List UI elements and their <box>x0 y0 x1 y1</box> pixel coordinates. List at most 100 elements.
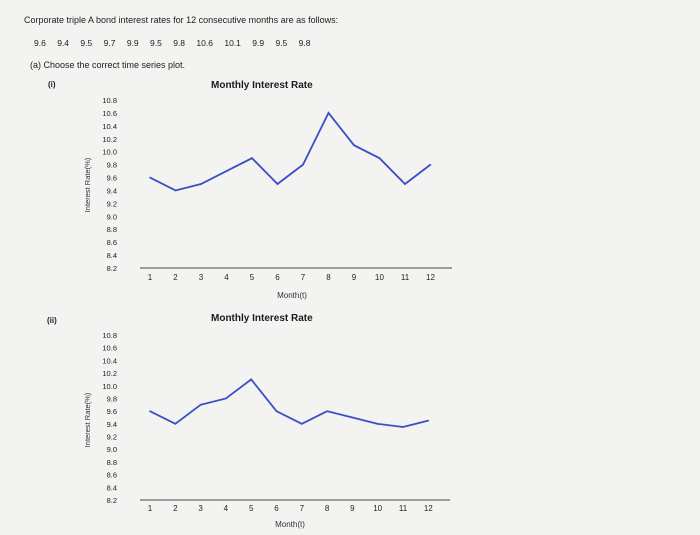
y-tick-label: 10.6 <box>102 109 117 118</box>
x-tick-label: 10 <box>373 504 382 513</box>
y-tick-label: 9.6 <box>107 174 117 183</box>
data-point <box>174 423 177 425</box>
data-point <box>199 404 202 406</box>
x-tick-label: 5 <box>249 504 254 513</box>
data-point <box>326 410 328 412</box>
y-tick-label: 10.0 <box>102 148 117 157</box>
data-point <box>376 423 379 425</box>
data-point <box>302 163 304 166</box>
data-value: 9.9 <box>252 38 265 48</box>
chart-1-title: Monthly Interest Rate <box>211 80 313 91</box>
data-value: 9.8 <box>173 38 186 48</box>
chart-1[interactable]: 10.8 10.6 10.4 10.2 10.0 9.8 9.6 9.4 9.2 9.0 8.8 8.… <box>83 96 452 300</box>
y-tick-label: 9.2 <box>107 433 117 442</box>
x-tick-label: 12 <box>424 504 433 513</box>
data-point <box>353 144 355 147</box>
y-tick-label: 9.0 <box>107 212 117 221</box>
y-tick-label: 8.6 <box>107 471 117 480</box>
data-value: 9.5 <box>150 38 162 48</box>
x-tick-label: 12 <box>426 273 435 282</box>
data-point <box>427 419 430 422</box>
y-tick-label: 9.0 <box>107 445 117 454</box>
x-axis-title: Month(t) <box>275 520 305 529</box>
x-tick-label: 5 <box>250 273 255 282</box>
data-point <box>174 189 177 192</box>
x-tick-label: 4 <box>224 504 229 513</box>
data-point <box>327 112 330 114</box>
x-tick-label: 4 <box>224 273 229 282</box>
y-tick-label: 10.8 <box>102 96 117 105</box>
x-tick-label: 3 <box>198 504 203 513</box>
x-tick-label: 7 <box>300 504 305 513</box>
data-point <box>149 410 151 412</box>
x-tick-label: 7 <box>301 273 306 282</box>
data-value: 9.6 <box>34 38 46 48</box>
data-value: 9.7 <box>103 38 116 48</box>
x-tick-label: 9 <box>350 504 355 513</box>
data-point <box>429 163 432 166</box>
x-tick-label: 3 <box>199 273 204 282</box>
y-tick-label: 8.6 <box>107 238 117 247</box>
data-point <box>276 183 279 185</box>
y-tick-label: 8.4 <box>107 483 117 492</box>
y-tick-label: 8.4 <box>107 251 117 260</box>
data-value: 9.5 <box>80 38 93 48</box>
data-point <box>225 170 228 172</box>
data-values: 9.6 9.4 9.5 9.7 9.9 9.5 9.8 10.6 10.1 9.… <box>34 38 318 48</box>
x-tick-label: 9 <box>352 273 357 282</box>
data-value: 10.6 <box>196 38 213 48</box>
y-tick-label: 9.8 <box>107 161 117 170</box>
y-tick-label: 10.4 <box>102 122 117 131</box>
y-tick-label: 10.0 <box>102 382 117 391</box>
x-tick-label: 8 <box>326 273 331 282</box>
x-tick-label: 8 <box>325 504 330 513</box>
x-tick-label: 6 <box>274 504 279 513</box>
data-point <box>404 183 406 185</box>
y-tick-label: 9.2 <box>107 199 117 208</box>
option-i-label[interactable]: (i) <box>48 80 56 89</box>
y-tick-label: 10.2 <box>102 369 117 378</box>
data-point <box>351 416 354 419</box>
y-tick-label: 10.2 <box>102 135 117 144</box>
data-point <box>301 423 303 425</box>
data-value: 9.9 <box>126 38 139 48</box>
x-tick-label: 1 <box>148 504 153 513</box>
x-tick-label: 6 <box>275 273 280 282</box>
y-axis-title: Interest Rate(%) <box>83 392 92 447</box>
question-text: Corporate triple A bond interest rates f… <box>24 15 339 25</box>
y-tick-label: 9.4 <box>107 420 117 429</box>
data-point <box>378 157 381 159</box>
y-tick-label: 10.6 <box>102 344 117 353</box>
x-tick-label: 2 <box>173 504 178 513</box>
y-tick-label: 8.2 <box>107 496 117 505</box>
x-axis-title: Month(t) <box>277 291 307 300</box>
y-tick-label: 10.4 <box>102 356 117 365</box>
x-tick-label: 10 <box>375 273 384 282</box>
data-value: 9.8 <box>298 38 311 48</box>
y-tick-label: 8.2 <box>107 264 117 273</box>
y-tick-label: 8.8 <box>107 458 117 467</box>
y-tick-label: 9.4 <box>107 186 117 195</box>
chart-2[interactable]: 10.8 10.6 10.4 10.2 10.0 9.8 9.6 9.4 9.2 9.0 8.8 8.… <box>83 331 450 529</box>
data-value: 9.4 <box>57 38 70 48</box>
option-ii-label[interactable]: (ii) <box>47 316 57 325</box>
data-point <box>402 426 404 428</box>
chart-2-title: Monthly Interest Rate <box>211 313 313 324</box>
y-tick-label: 9.6 <box>107 407 117 416</box>
y-tick-label: 10.8 <box>102 331 117 340</box>
data-point <box>225 397 227 400</box>
y-axis-title: Interest Rate(%) <box>83 157 92 212</box>
y-tick-label: 8.8 <box>107 225 117 234</box>
x-tick-label: 11 <box>401 273 410 282</box>
data-point <box>275 410 278 412</box>
x-tick-label: 1 <box>148 273 153 282</box>
data-value: 10.1 <box>224 38 241 48</box>
data-point <box>149 176 151 179</box>
data-value: 9.5 <box>275 38 288 48</box>
data-point <box>251 157 253 159</box>
y-tick-label: 9.8 <box>107 394 117 403</box>
data-point <box>200 183 202 185</box>
x-tick-label: 11 <box>399 504 408 513</box>
series-line <box>149 111 432 192</box>
